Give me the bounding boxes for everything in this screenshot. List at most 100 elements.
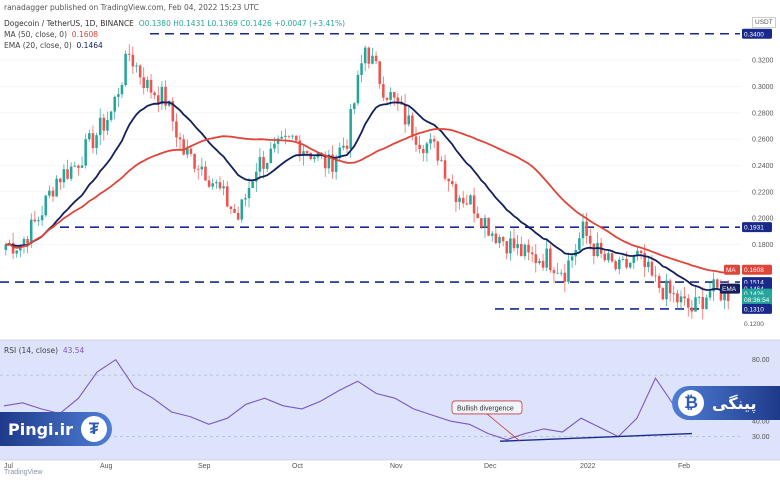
ema-legend-label: EMA (20, close, 0): [4, 41, 72, 50]
candle-body: [719, 287, 723, 301]
candle-body: [396, 97, 400, 104]
candle-body: [392, 92, 396, 98]
candle-body: [403, 103, 407, 125]
candle-body: [432, 139, 436, 142]
candle-body: [131, 54, 135, 67]
candle-body: [530, 252, 534, 255]
rsi-line: [3, 358, 731, 441]
candle-body: [338, 147, 342, 159]
candle-body: [98, 117, 102, 136]
candle-body: [276, 138, 280, 144]
candle-body: [225, 186, 229, 207]
candle-body: [686, 298, 690, 308]
candle-body: [570, 256, 574, 261]
price-tag: [742, 264, 772, 275]
candle-body: [167, 101, 171, 106]
candle-body: [465, 203, 469, 205]
ma-legend: MA (50, close, 0) 0.1608: [4, 30, 98, 39]
candle-body: [411, 115, 414, 137]
candle-body: [120, 85, 124, 95]
candle-body: [146, 79, 149, 89]
candle-body: [58, 178, 62, 183]
candle-body: [164, 86, 167, 106]
candle-body: [247, 187, 251, 199]
price-tag-label: 0.1514: [744, 280, 764, 287]
candle-body: [636, 250, 639, 256]
candle-body: [596, 242, 599, 257]
candle-body: [451, 181, 454, 185]
candle-body: [106, 119, 109, 131]
candle-body: [55, 178, 58, 197]
candle-body: [182, 139, 185, 155]
ma-50-line: [5, 128, 729, 275]
candle-body: [610, 253, 614, 262]
candle-body: [708, 291, 712, 298]
candle-body: [215, 182, 218, 184]
candle-body: [472, 195, 476, 214]
price-tag-label: 0.1931: [744, 225, 764, 232]
brand-badge-left: Pingi.ir ₮: [0, 412, 112, 446]
candle-body: [647, 261, 650, 268]
y-tick-label: 0.2400: [752, 163, 774, 170]
candle-body: [712, 279, 715, 292]
price-tag: [742, 28, 772, 39]
candle-body: [113, 96, 116, 112]
candle-body: [690, 307, 694, 312]
y-tick-label: 0.2600: [752, 137, 774, 144]
candle-body: [280, 136, 283, 139]
publisher-line: ranadagger published on TradingView.com,…: [4, 3, 259, 12]
candle-body: [62, 169, 66, 183]
symbol-name: Dogecoin / TetherUS, 1D, BINANCE: [4, 19, 134, 28]
candle-body: [88, 133, 91, 140]
candle-body: [501, 237, 505, 242]
candle-body: [683, 296, 686, 299]
candle-body: [157, 95, 160, 105]
candle-body: [142, 77, 146, 89]
price-tag-label: MA: [726, 267, 736, 274]
price-tag-label: 0.3400: [744, 31, 764, 38]
candle-body: [389, 92, 392, 100]
symbol-header: Dogecoin / TetherUS, 1D, BINANCE O0.1380…: [4, 19, 345, 28]
candle-body: [625, 258, 628, 268]
candle-body: [657, 276, 661, 288]
candle-body: [360, 63, 363, 75]
candle-body: [498, 237, 501, 244]
candle-body: [294, 135, 298, 141]
candle-body: [371, 55, 374, 64]
candle-body: [701, 297, 705, 310]
x-tick-label: Nov: [390, 463, 403, 470]
candle-body: [418, 144, 421, 149]
candle-body: [26, 238, 29, 244]
candle-body: [414, 136, 418, 145]
candle-body: [603, 253, 607, 261]
candle-body: [73, 165, 77, 167]
candle-body: [284, 135, 287, 137]
y-tick-label: 0.2800: [752, 110, 774, 117]
candle-body: [207, 180, 211, 187]
candle-body: [581, 221, 585, 239]
candle-body: [91, 133, 95, 149]
candle-body: [138, 65, 142, 78]
candle-body: [520, 244, 523, 257]
quote-unit-label: USDT: [752, 17, 776, 28]
candle-body: [697, 297, 701, 298]
x-tick-label: Dec: [484, 463, 497, 470]
candle-body: [11, 242, 15, 254]
candle-body: [211, 183, 214, 187]
candle-body: [229, 206, 233, 210]
candle-body: [244, 198, 247, 200]
candle-body: [40, 215, 44, 221]
rsi-legend-label: RSI (14, close): [4, 346, 59, 355]
y-tick-label: 0.3200: [752, 58, 774, 65]
y-tick-label: 0.2000: [752, 216, 774, 223]
divergence-callout-pointer: [486, 413, 521, 442]
candle-body: [109, 111, 113, 120]
candle-body: [618, 259, 621, 270]
price-tag-label: EMA: [722, 286, 737, 293]
candle-body: [323, 154, 327, 169]
candle-body: [342, 145, 345, 148]
candle-body: [175, 121, 178, 138]
candle-body: [236, 212, 240, 220]
candle-body: [84, 139, 87, 166]
candle-body: [204, 166, 207, 181]
